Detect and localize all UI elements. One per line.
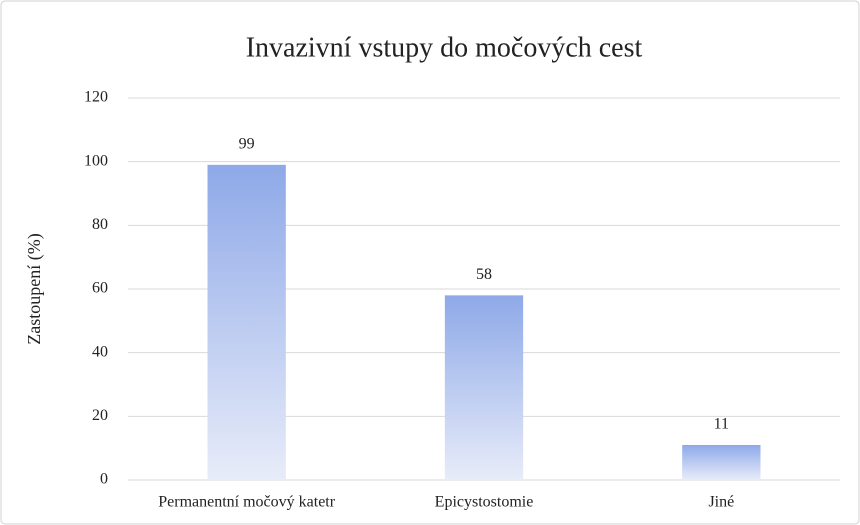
y-tick-label: 40 xyxy=(92,343,108,360)
y-tick-label: 20 xyxy=(92,407,108,424)
data-label: 11 xyxy=(714,416,729,433)
data-label: 58 xyxy=(476,266,492,283)
y-axis-label: Zastoupení (%) xyxy=(24,233,45,344)
bar xyxy=(207,164,286,480)
y-tick-label: 100 xyxy=(84,152,108,169)
bar xyxy=(444,295,524,480)
y-tick-label: 80 xyxy=(92,216,108,233)
x-tick-label: Jiné xyxy=(708,494,734,511)
y-tick-label: 0 xyxy=(100,471,108,488)
y-tick-label: 60 xyxy=(92,280,108,297)
data-label: 99 xyxy=(239,136,255,153)
x-tick-label: Epicystostomie xyxy=(435,494,534,511)
bar xyxy=(682,444,761,480)
x-tick-label: Permanentní močový katetr xyxy=(158,494,336,511)
chart-title: Invazivní vstupy do močových cest xyxy=(246,32,643,63)
y-tick-label: 120 xyxy=(84,89,108,106)
